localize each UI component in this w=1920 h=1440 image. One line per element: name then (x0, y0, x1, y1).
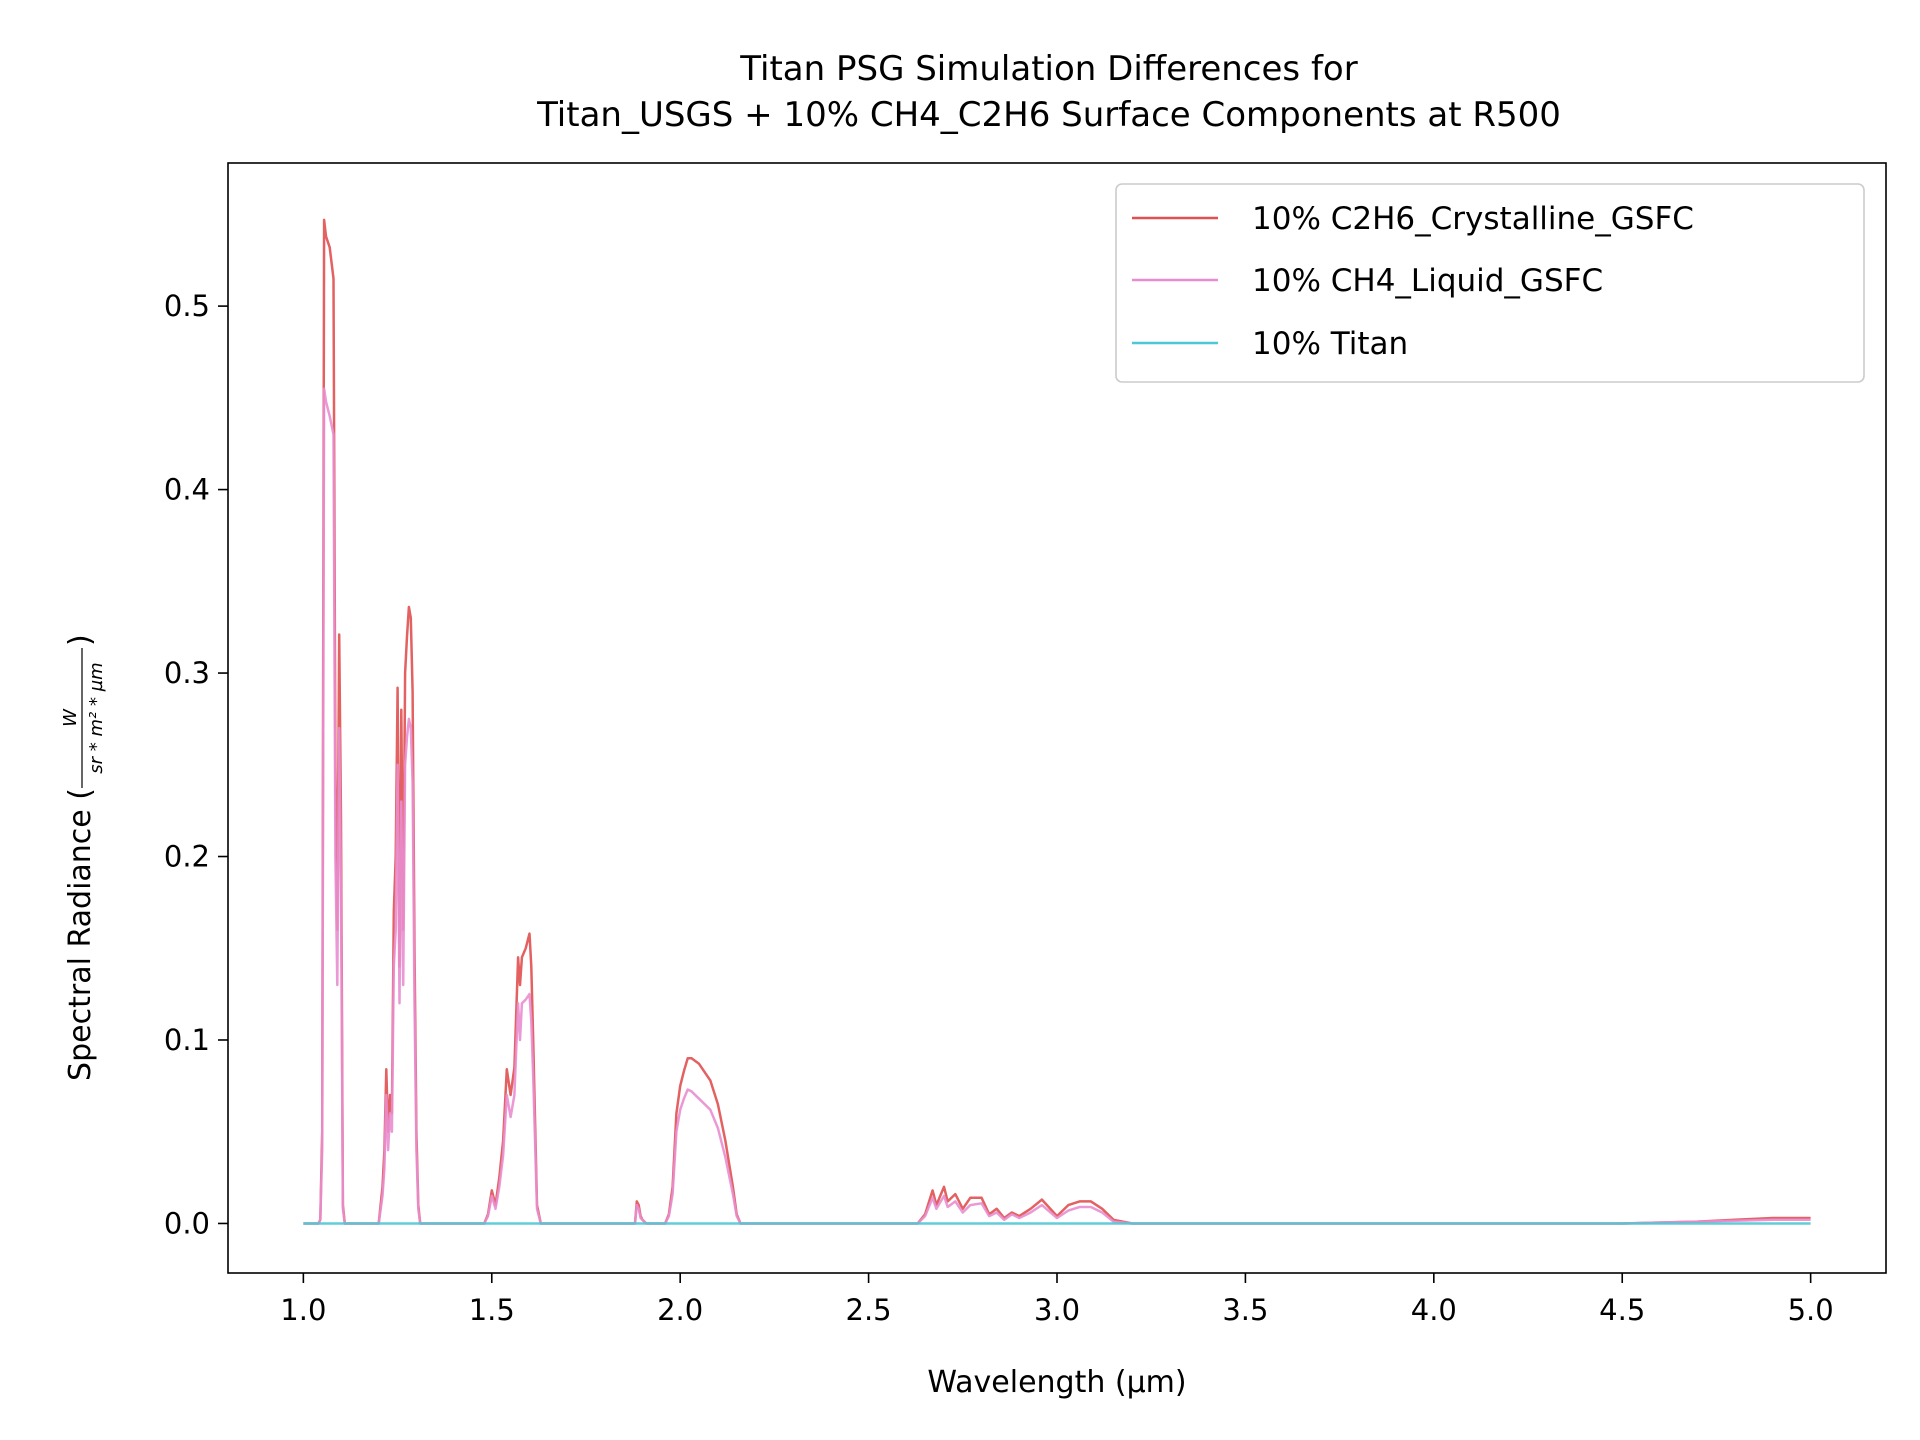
legend-box (1115, 183, 1865, 383)
x-axis-label: Wavelength (µm) (927, 1365, 1186, 1400)
series-lines (303, 218, 1811, 1225)
x-tick-label: 5.0 (1788, 1293, 1834, 1327)
x-tick-label: 1.0 (280, 1293, 326, 1327)
chart-title-line1: Titan PSG Simulation Differences for (739, 49, 1357, 89)
legend-label-titan: 10% Titan (1252, 326, 1408, 362)
x-tick-label: 1.5 (469, 1293, 515, 1327)
y-axis-label-prefix: Spectral Radiance ( (63, 788, 98, 1081)
x-tick-label: 4.5 (1599, 1293, 1645, 1327)
legend-label-ch4: 10% CH4_Liquid_GSFC (1252, 263, 1603, 299)
plot-frame (227, 162, 1887, 1274)
y-axis-label-suffix: ) (63, 634, 98, 646)
x-tick-label: 3.0 (1034, 1293, 1080, 1327)
y-tick-label: 0.1 (164, 1023, 210, 1057)
y-axis-label: Spectral Radiance ( W sr * m² * µm ) (60, 634, 107, 1081)
legend: 10% C2H6_Crystalline_GSFC 10% CH4_Liquid… (1115, 183, 1865, 383)
y-tick-label: 0.3 (164, 656, 210, 690)
legend-label-c2h6: 10% C2H6_Crystalline_GSFC (1252, 201, 1694, 237)
x-axis-ticks: 1.0 1.5 2.0 2.5 3.0 3.5 4.0 4.5 5.0 (280, 1273, 1834, 1327)
x-tick-label: 2.0 (657, 1293, 703, 1327)
y-tick-label: 0.4 (164, 473, 210, 507)
y-axis-label-numerator: W (60, 708, 81, 727)
y-axis-label-denominator: sr * m² * µm (86, 662, 107, 773)
chart-title-line2: Titan_USGS + 10% CH4_C2H6 Surface Compon… (536, 95, 1561, 135)
x-tick-label: 2.5 (846, 1293, 892, 1327)
y-axis-ticks: 0.0 0.1 0.2 0.3 0.4 0.5 (164, 289, 228, 1240)
y-tick-label: 0.0 (164, 1206, 210, 1240)
y-tick-label: 0.5 (164, 289, 210, 323)
x-tick-label: 4.0 (1411, 1293, 1457, 1327)
series-line-ch4-liquid (303, 387, 1811, 1225)
y-tick-label: 0.2 (164, 840, 210, 874)
x-tick-label: 3.5 (1222, 1293, 1268, 1327)
